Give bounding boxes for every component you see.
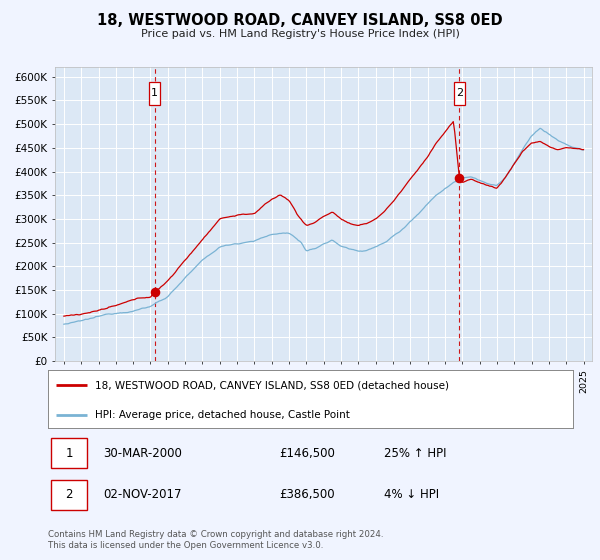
Text: 18, WESTWOOD ROAD, CANVEY ISLAND, SS8 0ED: 18, WESTWOOD ROAD, CANVEY ISLAND, SS8 0E… [97, 13, 503, 27]
Text: 1: 1 [65, 447, 73, 460]
FancyBboxPatch shape [149, 82, 160, 105]
FancyBboxPatch shape [50, 480, 88, 510]
Text: 2: 2 [65, 488, 73, 501]
Text: Price paid vs. HM Land Registry's House Price Index (HPI): Price paid vs. HM Land Registry's House … [140, 29, 460, 39]
Text: This data is licensed under the Open Government Licence v3.0.: This data is licensed under the Open Gov… [48, 541, 323, 550]
Text: 2: 2 [456, 88, 463, 99]
FancyBboxPatch shape [50, 438, 88, 468]
Text: HPI: Average price, detached house, Castle Point: HPI: Average price, detached house, Cast… [95, 410, 350, 421]
Text: £386,500: £386,500 [279, 488, 335, 501]
FancyBboxPatch shape [454, 82, 465, 105]
Text: £146,500: £146,500 [279, 447, 335, 460]
Text: 30-MAR-2000: 30-MAR-2000 [103, 447, 182, 460]
Text: 4% ↓ HPI: 4% ↓ HPI [384, 488, 439, 501]
Text: 18, WESTWOOD ROAD, CANVEY ISLAND, SS8 0ED (detached house): 18, WESTWOOD ROAD, CANVEY ISLAND, SS8 0E… [95, 380, 449, 390]
Text: 1: 1 [151, 88, 158, 99]
Text: 25% ↑ HPI: 25% ↑ HPI [384, 447, 446, 460]
Point [150, 287, 160, 296]
Text: Contains HM Land Registry data © Crown copyright and database right 2024.: Contains HM Land Registry data © Crown c… [48, 530, 383, 539]
Point [455, 174, 464, 183]
Text: 02-NOV-2017: 02-NOV-2017 [103, 488, 182, 501]
